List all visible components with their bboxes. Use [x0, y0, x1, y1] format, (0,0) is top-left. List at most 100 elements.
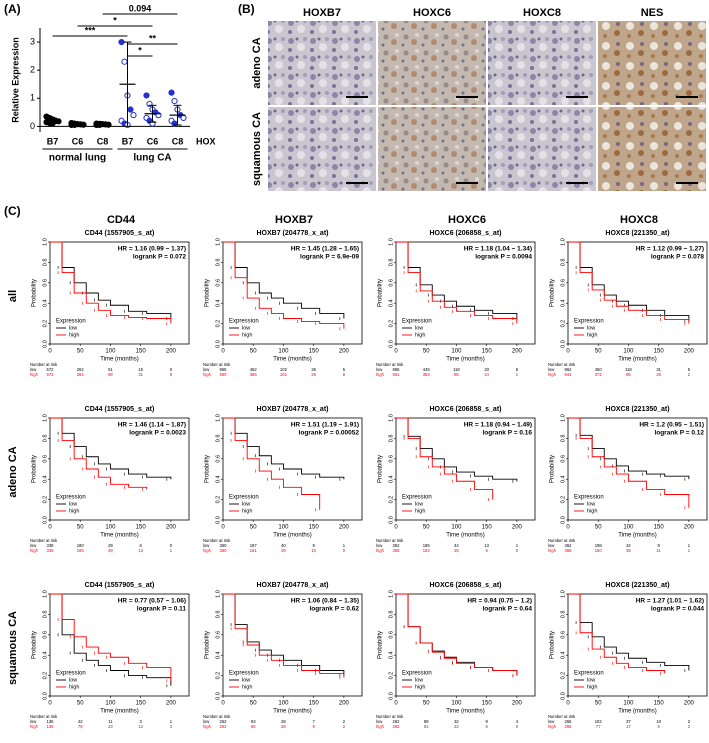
y-tick-label: 0.8	[215, 611, 221, 619]
column-header: HOXC8	[523, 7, 561, 19]
risk-count: 135	[47, 724, 55, 729]
x-tick-label: 200	[684, 701, 695, 707]
risk-row-label: low	[203, 543, 210, 548]
y-tick-label: 0.4	[560, 299, 566, 307]
hazard-ratio: HR = 0.94 (0.75 − 1.2)	[467, 598, 532, 605]
x-tick-label: 150	[136, 349, 147, 355]
x-tick-label: 150	[654, 525, 665, 531]
y-axis-label: Probability	[32, 455, 38, 483]
risk-count: 6	[485, 724, 488, 729]
survival-curve	[50, 593, 172, 681]
y-tick-label: 1.0	[42, 238, 48, 246]
y-tick-label: 1.0	[215, 238, 221, 246]
hazard-ratio: HR = 0.77 (0.57 − 1.06)	[118, 598, 186, 605]
x-tick-label: 150	[136, 525, 147, 531]
risk-count: 44	[454, 543, 459, 548]
risk-row-label: high	[376, 372, 385, 377]
risk-row-label: high	[203, 372, 212, 377]
survival-curve	[568, 417, 690, 508]
risk-count: 31	[656, 367, 661, 372]
risk-title: Number at risk	[30, 362, 58, 367]
logrank-p: logrank P = 0.072	[133, 254, 187, 261]
risk-count: 0	[516, 724, 519, 729]
y-tick-label: 0.4	[388, 475, 394, 483]
legend-title: Expression	[229, 319, 259, 325]
risk-row-label: low	[30, 543, 37, 548]
risk-row-label: low	[548, 719, 555, 724]
risk-row-label: low	[30, 719, 37, 724]
survival-curve	[568, 241, 690, 324]
x-tick-label: 0	[566, 701, 570, 707]
x-axis-label: Time (months)	[446, 709, 484, 715]
risk-count: 366	[250, 372, 258, 377]
hazard-ratio: HR = 1.18 (1.04 − 1.34)	[464, 246, 532, 253]
risk-row-label: low	[376, 543, 383, 548]
x-tick-label: C8	[97, 136, 109, 146]
risk-title: Number at risk	[548, 538, 576, 543]
y-tick-label: 0.0	[560, 516, 566, 524]
logrank-p: logrank P = 0.12	[654, 430, 704, 437]
plot-frame	[49, 417, 190, 521]
x-tick-label: 0	[394, 701, 398, 707]
y-tick-label: 0.2	[42, 496, 48, 504]
logrank-p: logrank P = 0.00052	[299, 430, 360, 437]
x-tick-label: 150	[136, 701, 147, 707]
risk-count: 965	[393, 367, 401, 372]
risk-count: 5	[688, 367, 691, 372]
plot-frame	[567, 593, 708, 697]
y-tick-label: 1.0	[215, 414, 221, 422]
risk-count: 29	[108, 543, 113, 548]
risk-count: 10	[656, 719, 661, 724]
x-tick-label: C6	[72, 136, 84, 146]
x-tick-label: 50	[77, 701, 84, 707]
risk-count: 26	[311, 367, 316, 372]
risk-count: 2	[688, 372, 691, 377]
y-tick-label: 0.0	[42, 516, 48, 524]
risk-count: 17	[626, 724, 631, 729]
y-tick-label: 0.2	[388, 672, 394, 680]
y-tick-label: 1.0	[560, 238, 566, 246]
risk-count: 31	[138, 372, 143, 377]
risk-row-label: high	[548, 724, 557, 729]
legend-title: Expression	[56, 495, 86, 501]
risk-count: 150	[595, 548, 603, 553]
x-tick-label: 50	[595, 701, 602, 707]
survival-curve	[50, 241, 172, 324]
group-label: normal lung	[49, 153, 106, 164]
risk-row-label: low	[376, 719, 383, 724]
risk-count: 944	[565, 372, 573, 377]
risk-count: 6	[485, 548, 488, 553]
x-tick-label: 50	[250, 525, 257, 531]
risk-row-label: high	[30, 548, 39, 553]
significance-label: 0.094	[129, 3, 152, 13]
risk-count: 572	[47, 367, 55, 372]
risk-count: 9	[312, 543, 315, 548]
logrank-p: logrank P = 0.16	[482, 430, 532, 437]
y-tick-label: 0.6	[42, 631, 48, 639]
risk-count: 3	[170, 724, 173, 729]
x-tick-label: 200	[166, 701, 177, 707]
risk-count: 0	[170, 543, 173, 548]
survival-curve	[396, 241, 518, 324]
risk-count: 965	[220, 367, 228, 372]
x-tick-label: 50	[595, 525, 602, 531]
data-point	[180, 114, 187, 122]
y-tick-label: 0.8	[42, 435, 48, 443]
risk-count: 51	[108, 367, 113, 372]
y-tick-label: 0.8	[388, 259, 394, 267]
hazard-ratio: HR = 1.12 (0.99 − 1.27)	[636, 246, 704, 253]
y-tick-label: 0.2	[215, 496, 221, 504]
risk-count: 383	[423, 372, 431, 377]
y-tick-label: 0.0	[388, 692, 394, 700]
x-tick-label: 150	[309, 349, 320, 355]
y-tick-label: 0.0	[560, 340, 566, 348]
plot-title: HOXB7 (204778_x_at)	[257, 230, 329, 237]
y-tick-label: 0.6	[388, 279, 394, 287]
y-tick-label: 0.4	[42, 475, 48, 483]
legend-title: Expression	[56, 671, 86, 677]
risk-count: 462	[250, 367, 258, 372]
hazard-ratio: HR = 1.18 (0.94 − 1.49)	[464, 422, 532, 429]
y-tick-label: 0.8	[215, 259, 221, 267]
x-tick-label: 0	[48, 525, 52, 531]
plot-frame	[395, 593, 536, 697]
